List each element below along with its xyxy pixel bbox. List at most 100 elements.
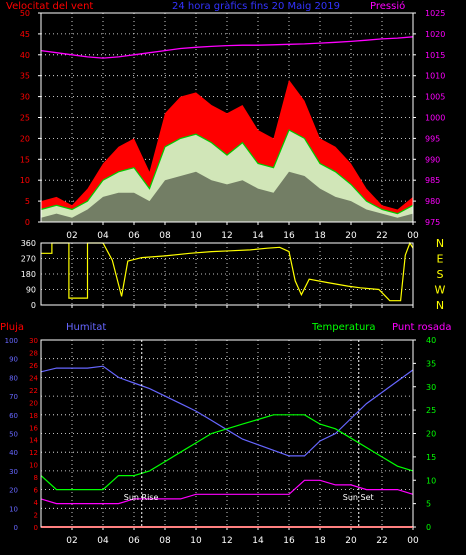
pressure-tick-label: 1025 — [425, 9, 445, 18]
direction-degree-tick-label: 0 — [31, 301, 36, 310]
humidity-tick-label: 80 — [9, 374, 18, 382]
compass-tick-label: S — [437, 268, 444, 281]
humidity-tick-label: 40 — [9, 449, 18, 457]
dewpoint-line — [40, 479, 414, 505]
rain-tick-label: 2 — [34, 512, 38, 520]
direction-degree-tick-label: 180 — [21, 270, 36, 279]
x-tick-label: 20 — [345, 231, 357, 241]
x-tick-label: 06 — [128, 231, 140, 241]
x-tick-label: 16 — [283, 536, 295, 546]
x-tick-label: 12 — [221, 536, 232, 546]
x-tick-label: 10 — [190, 231, 202, 241]
rain-tick-label: 4 — [34, 499, 39, 507]
pressure-tick-label: 1000 — [425, 114, 445, 123]
x-tick-label: 00 — [407, 536, 419, 546]
pressure-line — [40, 36, 414, 59]
humidity-tick-label: 70 — [9, 393, 18, 401]
x-tick-label: 12 — [221, 231, 232, 241]
humidity-tick-label: 90 — [9, 356, 18, 364]
humidity-tick-label: 30 — [9, 468, 18, 476]
x-tick-label: 16 — [283, 231, 295, 241]
wind-speed-tick-label: 20 — [20, 134, 30, 143]
rain-label: Pluja — [0, 322, 24, 333]
direction-degree-tick-label: 90 — [26, 286, 36, 295]
rain-tick-label: 22 — [29, 387, 38, 395]
wind-panel-frame — [40, 12, 414, 223]
pressure-tick-label: 975 — [425, 218, 440, 227]
pressure-tick-label: 985 — [425, 176, 440, 185]
temperature-label: Temperatura — [311, 322, 376, 333]
direction-degree-tick-label: 360 — [21, 239, 36, 248]
humidity-line — [40, 365, 414, 457]
x-tick-label: 04 — [97, 536, 109, 546]
x-tick-label: 04 — [97, 231, 109, 241]
temperature-tick-label: 10 — [426, 476, 436, 485]
wind-speed-tick-label: 0 — [25, 218, 30, 227]
x-tick-label: 02 — [66, 536, 77, 546]
temperature-tick-label: 40 — [426, 336, 436, 345]
pressure-tick-label: 1010 — [425, 72, 445, 81]
compass-tick-label: E — [437, 253, 444, 266]
compass-tick-label: W — [435, 284, 446, 297]
wind-speed-tick-label: 5 — [25, 197, 30, 206]
pressure-tick-label: 980 — [425, 197, 440, 206]
x-tick-label: 22 — [376, 231, 387, 241]
humidity-tick-label: 20 — [9, 487, 18, 495]
temperature-tick-label: 25 — [426, 406, 436, 415]
wind-direction-line — [41, 241, 414, 302]
wind-speed-tick-label: 10 — [20, 176, 30, 185]
temperature-tick-label: 0 — [426, 523, 431, 532]
x-tick-label: 10 — [190, 536, 202, 546]
sunset-label: Sun Set — [343, 493, 374, 502]
wind-speed-tick-label: 50 — [20, 9, 30, 18]
x-tick-label: 18 — [314, 231, 326, 241]
direction-panel-frame — [40, 242, 414, 306]
wind-speed-label: Velocitat del vent — [6, 1, 93, 12]
x-tick-label: 02 — [66, 231, 77, 241]
x-tick-label: 08 — [159, 536, 171, 546]
humidity-tick-label: 100 — [5, 337, 18, 345]
rain-tick-label: 14 — [29, 437, 38, 445]
rain-tick-label: 30 — [29, 337, 38, 345]
x-tick-label: 00 — [407, 231, 419, 241]
compass-tick-label: N — [436, 237, 444, 250]
panel-title: 24 hora gràfics fins 20 Maig 2019 — [172, 0, 340, 12]
pressure-tick-label: 990 — [425, 155, 440, 164]
wind-average-area — [41, 130, 413, 222]
x-tick-label: 14 — [252, 536, 264, 546]
rain-tick-label: 18 — [29, 412, 38, 420]
temperature-tick-label: 20 — [426, 430, 436, 439]
temperature-tick-label: 35 — [426, 359, 436, 368]
rain-tick-label: 16 — [29, 424, 38, 432]
wind-speed-tick-label: 45 — [20, 30, 30, 39]
wind-average-line — [40, 129, 414, 215]
x-tick-label: 08 — [159, 231, 171, 241]
wind-speed-tick-label: 25 — [20, 114, 30, 123]
sunrise-label: Sun Rise — [124, 493, 159, 502]
wind-speed-tick-label: 15 — [20, 155, 30, 164]
rain-tick-label: 24 — [29, 374, 38, 382]
direction-degree-tick-label: 270 — [21, 255, 36, 264]
rain-tick-label: 28 — [29, 349, 38, 357]
compass-tick-label: N — [436, 299, 444, 312]
temperature-tick-label: 15 — [426, 453, 436, 462]
wind-lull-area — [41, 171, 413, 222]
wind-speed-tick-label: 40 — [20, 51, 30, 60]
rain-tick-label: 10 — [29, 462, 38, 470]
rain-tick-label: 12 — [29, 449, 38, 457]
wind-speed-tick-label: 30 — [20, 93, 30, 102]
pressure-tick-label: 1005 — [425, 93, 445, 102]
humidity-tick-label: 50 — [9, 431, 18, 439]
temp-panel-frame — [40, 339, 414, 528]
x-tick-label: 18 — [314, 536, 326, 546]
humidity-tick-label: 60 — [9, 412, 18, 420]
rain-tick-label: 8 — [34, 474, 38, 482]
humidity-label: Humitat — [66, 322, 106, 333]
x-tick-label: 14 — [252, 231, 264, 241]
rain-tick-label: 6 — [34, 487, 39, 495]
pressure-label: Pressió — [370, 0, 405, 12]
wind-pressure-panel: 02 04 06 08 10 12 14 16 18 20 22 000510152025303540… — [20, 9, 446, 241]
rain-tick-label: 20 — [29, 399, 38, 407]
